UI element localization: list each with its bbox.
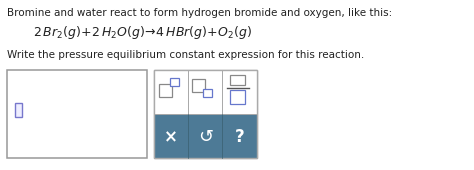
Bar: [192, 79, 205, 92]
Bar: [154, 70, 257, 158]
Bar: [188, 70, 222, 114]
Bar: [203, 89, 212, 97]
Bar: [188, 114, 222, 158]
Text: Write the pressure equilibrium constant expression for this reaction.: Write the pressure equilibrium constant …: [7, 50, 364, 60]
Bar: [7, 70, 147, 158]
Text: $\mathit{2\,Br_2(g)\!+\!2\,H_2O(g)\!\rightarrow\!4\,HBr(g)\!+\!O_2(g)}$: $\mathit{2\,Br_2(g)\!+\!2\,H_2O(g)\!\rig…: [33, 24, 253, 41]
Bar: [154, 70, 257, 158]
Text: ↺: ↺: [198, 128, 213, 146]
Text: ×: ×: [164, 128, 178, 146]
Bar: [154, 70, 188, 114]
Bar: [222, 70, 257, 114]
Bar: [154, 114, 188, 158]
Bar: [15, 103, 22, 117]
Text: Bromine and water react to form hydrogen bromide and oxygen, like this:: Bromine and water react to form hydrogen…: [7, 8, 392, 18]
Bar: [170, 78, 179, 86]
Text: ?: ?: [235, 128, 245, 146]
Bar: [230, 90, 246, 104]
Bar: [230, 75, 246, 85]
Bar: [222, 114, 257, 158]
Bar: [159, 84, 172, 97]
